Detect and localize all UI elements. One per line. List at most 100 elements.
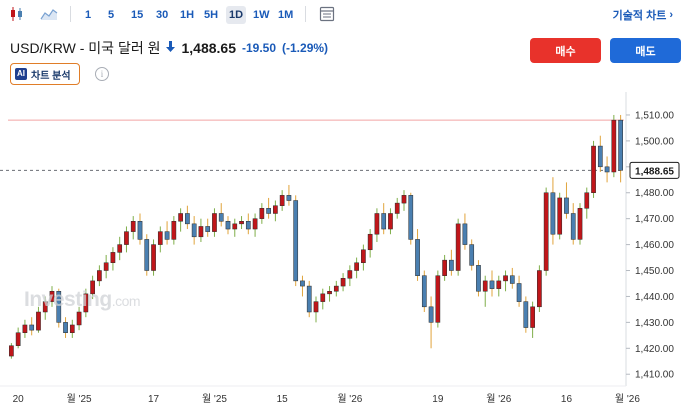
timeframe-1[interactable]: 1 xyxy=(85,9,92,21)
info-icon[interactable]: i xyxy=(95,67,109,81)
price-chart[interactable]: 1,510.001,500.001,490.001,480.001,470.00… xyxy=(0,92,681,420)
timeframe-15[interactable]: 15 xyxy=(131,9,144,21)
candle-body xyxy=(9,345,14,357)
candle-body xyxy=(333,285,339,292)
candle-body xyxy=(56,291,62,323)
candle-body xyxy=(225,221,231,230)
candle-body xyxy=(117,244,123,253)
candle-body xyxy=(110,252,116,263)
timeframe-1h[interactable]: 1H xyxy=(180,9,195,21)
candle-body xyxy=(618,119,623,171)
quote-header: USD/KRW - 미국 달러 원 1,488.65 -19.50 (-1.29… xyxy=(10,36,328,60)
candle-body xyxy=(415,239,420,276)
candle-body xyxy=(347,270,353,279)
candle-body xyxy=(449,259,454,271)
area-chart-icon[interactable] xyxy=(40,5,58,23)
candlestick-chart: 1,510.001,500.001,490.001,480.001,470.00… xyxy=(0,92,680,405)
timeframe-1d[interactable]: 1D xyxy=(226,6,247,24)
candle-body xyxy=(29,324,35,331)
x-tick-label: 19 xyxy=(432,394,444,405)
candle-body xyxy=(381,213,387,230)
candle-body xyxy=(97,270,102,282)
candle-body xyxy=(76,311,82,326)
timeframe-5[interactable]: 5 xyxy=(108,9,115,21)
candle-body xyxy=(293,200,299,282)
document-icon[interactable] xyxy=(318,5,336,23)
candle-body xyxy=(604,166,610,173)
candle-body xyxy=(191,223,197,238)
candle-body xyxy=(198,226,204,238)
toolbar-divider xyxy=(70,6,71,22)
candle-body xyxy=(509,275,515,284)
candle-body xyxy=(103,262,109,271)
candle-body xyxy=(306,285,312,313)
last-price: 1,488.65 xyxy=(181,40,236,56)
x-tick-label: 월 '25 xyxy=(202,393,227,405)
candle-body xyxy=(63,322,68,333)
candle-body xyxy=(354,262,359,271)
y-tick-label: 1,460.00 xyxy=(635,240,674,251)
candle-body xyxy=(69,324,75,333)
candle-body xyxy=(130,221,136,232)
candle-body xyxy=(570,213,576,240)
ai-chart-analysis-label: 차트 분석 xyxy=(31,70,71,82)
candle-body xyxy=(564,197,569,214)
candle-body xyxy=(374,213,380,235)
advanced-chart-link[interactable]: 기술적 차트 › xyxy=(613,7,673,23)
candle-body xyxy=(279,195,285,206)
advanced-chart-label: 기술적 차트 xyxy=(612,10,667,22)
candle-body xyxy=(178,213,183,222)
y-tick-label: 1,440.00 xyxy=(635,292,674,303)
candle-body xyxy=(49,291,55,302)
timeframe-1m[interactable]: 1M xyxy=(278,9,294,21)
candle-body xyxy=(313,301,319,313)
x-tick-label: 월 '26 xyxy=(615,393,640,405)
timeframe-30[interactable]: 30 xyxy=(156,9,169,21)
candle-body xyxy=(543,192,549,271)
candle-body xyxy=(591,145,596,193)
candle-body xyxy=(15,332,21,346)
candle-body xyxy=(455,223,461,271)
candle-body xyxy=(401,195,407,204)
candle-body xyxy=(157,231,163,245)
candle-body xyxy=(394,202,400,214)
candle-body xyxy=(530,306,535,328)
candle-body xyxy=(469,244,475,266)
y-tick-label: 1,480.00 xyxy=(635,188,674,199)
candle-body xyxy=(164,231,170,240)
candle-body xyxy=(367,233,373,251)
candle-body xyxy=(239,221,244,225)
candle-body xyxy=(503,275,508,282)
candle-body xyxy=(266,208,271,214)
candle-body xyxy=(36,311,41,331)
y-tick-label: 1,470.00 xyxy=(635,214,674,225)
ai-chart-analysis-button[interactable]: AI 차트 분석 xyxy=(10,63,80,85)
timeframe-1w[interactable]: 1W xyxy=(253,9,270,21)
timeframe-5h[interactable]: 5H xyxy=(204,9,219,21)
sell-button[interactable]: 매도 xyxy=(610,38,681,63)
chart-toolbar: 1 5 15 30 1H 5H 1D 1W 1M 기술적 차트 › xyxy=(0,0,681,30)
y-tick-label: 1,410.00 xyxy=(635,370,674,381)
x-tick-label: 월 '26 xyxy=(337,393,362,405)
candle-body xyxy=(218,213,224,222)
y-tick-label: 1,450.00 xyxy=(635,266,674,277)
buy-button[interactable]: 매수 xyxy=(530,38,601,63)
candle-body xyxy=(516,283,522,302)
candle-body xyxy=(550,192,556,235)
candle-body xyxy=(597,145,603,168)
toolbar-divider xyxy=(305,6,306,22)
x-tick-label: 월 '26 xyxy=(486,393,511,405)
candle-body xyxy=(286,195,292,201)
candle-body xyxy=(327,291,332,295)
candle-body xyxy=(320,293,326,302)
y-tick-label: 1,430.00 xyxy=(635,318,674,329)
y-tick-label: 1,510.00 xyxy=(635,110,674,121)
ai-badge: AI xyxy=(15,68,27,80)
candlestick-icon[interactable] xyxy=(8,5,26,23)
x-tick-label: 17 xyxy=(148,394,160,405)
x-tick-label: 15 xyxy=(277,394,289,405)
candle-body xyxy=(300,280,305,287)
candle-body xyxy=(611,119,617,173)
candle-body xyxy=(205,226,211,232)
price-change-percent: (-1.29%) xyxy=(282,41,329,55)
